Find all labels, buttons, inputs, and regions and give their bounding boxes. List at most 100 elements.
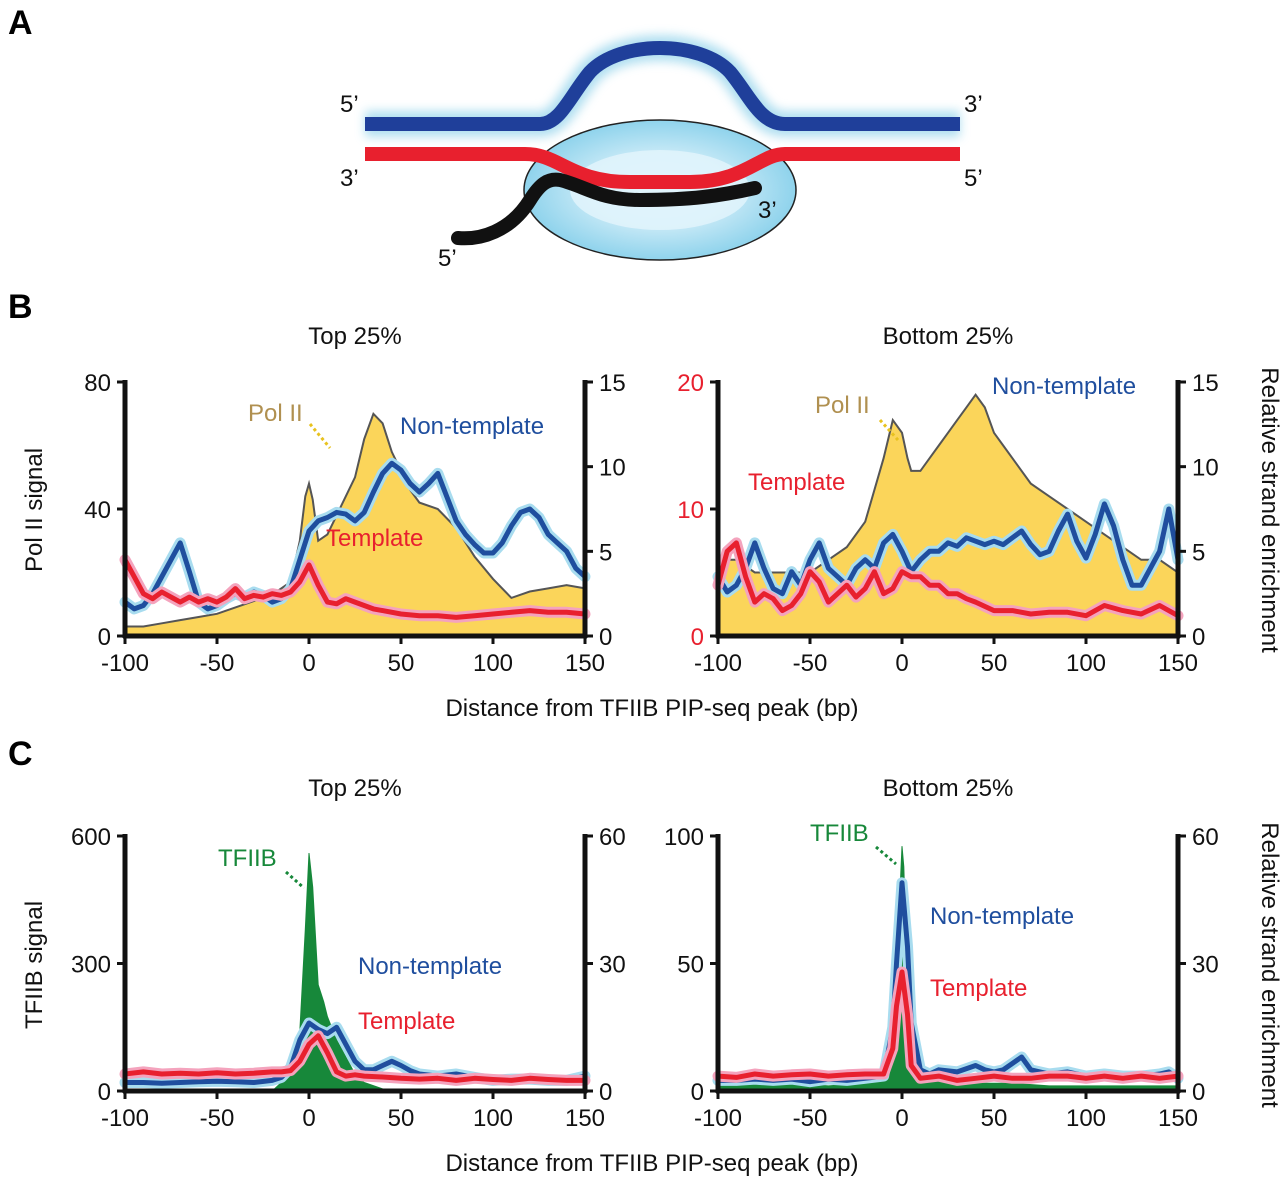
x-tick-label: 150 xyxy=(565,650,605,677)
chart-c-top25: Top 25% TFIIB signal -100 -50 0 50 100 150030… xyxy=(21,775,626,1132)
x-tick-label: -50 xyxy=(200,650,235,677)
template-series-label: Template xyxy=(358,1008,455,1035)
x-tick-label: 0 xyxy=(302,650,315,677)
template-strand xyxy=(365,147,960,189)
tfiib-series-label: TFIIB xyxy=(218,845,277,872)
y-tick-label-left: 300 xyxy=(71,952,111,979)
pol2-label-leader xyxy=(308,423,332,449)
template-line xyxy=(715,969,1181,1083)
y-tick-label-right: 0 xyxy=(599,624,612,651)
x-tick-label: 0 xyxy=(895,1105,908,1132)
y-tick-label-right: 60 xyxy=(1192,824,1219,851)
y-tick-label-right: 5 xyxy=(599,539,612,566)
nontemplate-3prime-label: 3’ xyxy=(964,91,983,118)
y-tick-label-left: 40 xyxy=(84,497,111,524)
y-tick-label-right: 0 xyxy=(1192,1079,1205,1106)
pol2-label-leader xyxy=(878,418,900,442)
y-tick-label-right: 10 xyxy=(1192,455,1219,482)
y-tick-label-left: 100 xyxy=(664,824,704,851)
y-tick-label-right: 10 xyxy=(599,455,626,482)
y-tick-label-left: 0 xyxy=(98,1079,111,1106)
chart-b-bottom25: Bottom 25% Relative strand enrichment -1… xyxy=(677,323,1280,677)
y-tick-label-left: 0 xyxy=(691,624,704,651)
x-tick-label: -50 xyxy=(793,650,828,677)
template-series-label: Template xyxy=(748,469,845,496)
x-axis-label-c: Distance from TFIIB PIP-seq peak (bp) xyxy=(445,1150,858,1177)
y-tick-label-right: 30 xyxy=(599,952,626,979)
y-tick-label-left: 80 xyxy=(84,370,111,397)
x-tick-label: -50 xyxy=(793,1105,828,1132)
template-line xyxy=(122,1033,588,1083)
x-tick-label: 100 xyxy=(1066,650,1106,677)
pol2-series-label: Pol II xyxy=(248,400,303,427)
x-tick-label: 100 xyxy=(473,1105,513,1132)
y-tick-label-left: 0 xyxy=(691,1079,704,1106)
x-tick-label: -100 xyxy=(101,1105,149,1132)
template-series-label: Template xyxy=(930,975,1027,1002)
rna-3prime-label: 3’ xyxy=(758,197,777,224)
y-tick-label-right: 30 xyxy=(1192,952,1219,979)
y-tick-label-right: 15 xyxy=(1192,370,1219,397)
x-tick-label: 50 xyxy=(981,650,1008,677)
x-tick-label: -50 xyxy=(200,1105,235,1132)
x-tick-label: 100 xyxy=(1066,1105,1106,1132)
panel-letter-c: C xyxy=(8,735,33,773)
chart-title: Bottom 25% xyxy=(883,775,1014,802)
y-axis-label-left: Pol II signal xyxy=(21,448,48,572)
y-axis-label-left: TFIIB signal xyxy=(21,901,48,1029)
y-tick-label-left: 10 xyxy=(677,497,704,524)
y-tick-label-right: 60 xyxy=(599,824,626,851)
template-line xyxy=(715,540,1181,619)
rna-5prime-label: 5’ xyxy=(438,245,457,272)
tfiib-series-label: TFIIB xyxy=(810,820,869,847)
template-series-label: Template xyxy=(326,525,423,552)
x-tick-label: 0 xyxy=(895,650,908,677)
x-tick-label: 150 xyxy=(1158,1105,1198,1132)
pol2-series-label: Pol II xyxy=(815,392,870,419)
nontemplate-line xyxy=(715,501,1181,597)
chart-title: Top 25% xyxy=(308,775,401,802)
chart-c-bottom25: Bottom 25% Relative strand enrichment -1… xyxy=(664,775,1280,1132)
transcription-bubble-schematic: 5’ 3’ 3’ 5’ 5’ 3’ xyxy=(340,35,983,272)
nontemplate-series-label: Non-template xyxy=(992,373,1136,400)
x-tick-label: 50 xyxy=(388,650,415,677)
tfiib-label-leader xyxy=(285,870,305,890)
panel-letter-b: B xyxy=(8,288,33,326)
nontemplate-strand xyxy=(365,41,960,131)
chart-title: Top 25% xyxy=(308,323,401,350)
y-axis-label-right: Relative strand enrichment xyxy=(1256,822,1280,1108)
tfiib-label-leader xyxy=(875,845,897,866)
nontemplate-5prime-label: 5’ xyxy=(340,91,359,118)
y-tick-label-left: 20 xyxy=(677,370,704,397)
template-3prime-label: 3’ xyxy=(340,165,359,192)
template-line xyxy=(122,557,588,620)
nontemplate-series-label: Non-template xyxy=(400,413,544,440)
y-tick-label-right: 5 xyxy=(1192,539,1205,566)
panel-letter-a: A xyxy=(8,4,33,42)
x-axis-label-b: Distance from TFIIB PIP-seq peak (bp) xyxy=(445,695,858,722)
tfiib-area xyxy=(717,846,1179,1092)
x-tick-label: 150 xyxy=(1158,650,1198,677)
x-tick-label: 150 xyxy=(565,1105,605,1132)
y-tick-label-left: 600 xyxy=(71,824,111,851)
x-tick-label: -100 xyxy=(694,1105,742,1132)
x-tick-label: -100 xyxy=(694,650,742,677)
x-tick-label: -100 xyxy=(101,650,149,677)
y-tick-label-right: 0 xyxy=(1192,624,1205,651)
pol2-complex-inner xyxy=(570,150,750,230)
nontemplate-strand-glow xyxy=(365,35,960,137)
y-tick-label-left: 50 xyxy=(677,952,704,979)
nontemplate-series-label: Non-template xyxy=(930,903,1074,930)
x-tick-label: 0 xyxy=(302,1105,315,1132)
y-tick-label-right: 0 xyxy=(599,1079,612,1106)
y-axis-label-right: Relative strand enrichment xyxy=(1256,367,1280,653)
nontemplate-series-label: Non-template xyxy=(358,953,502,980)
y-tick-label-right: 15 xyxy=(599,370,626,397)
x-tick-label: 50 xyxy=(981,1105,1008,1132)
x-tick-label: 100 xyxy=(473,650,513,677)
